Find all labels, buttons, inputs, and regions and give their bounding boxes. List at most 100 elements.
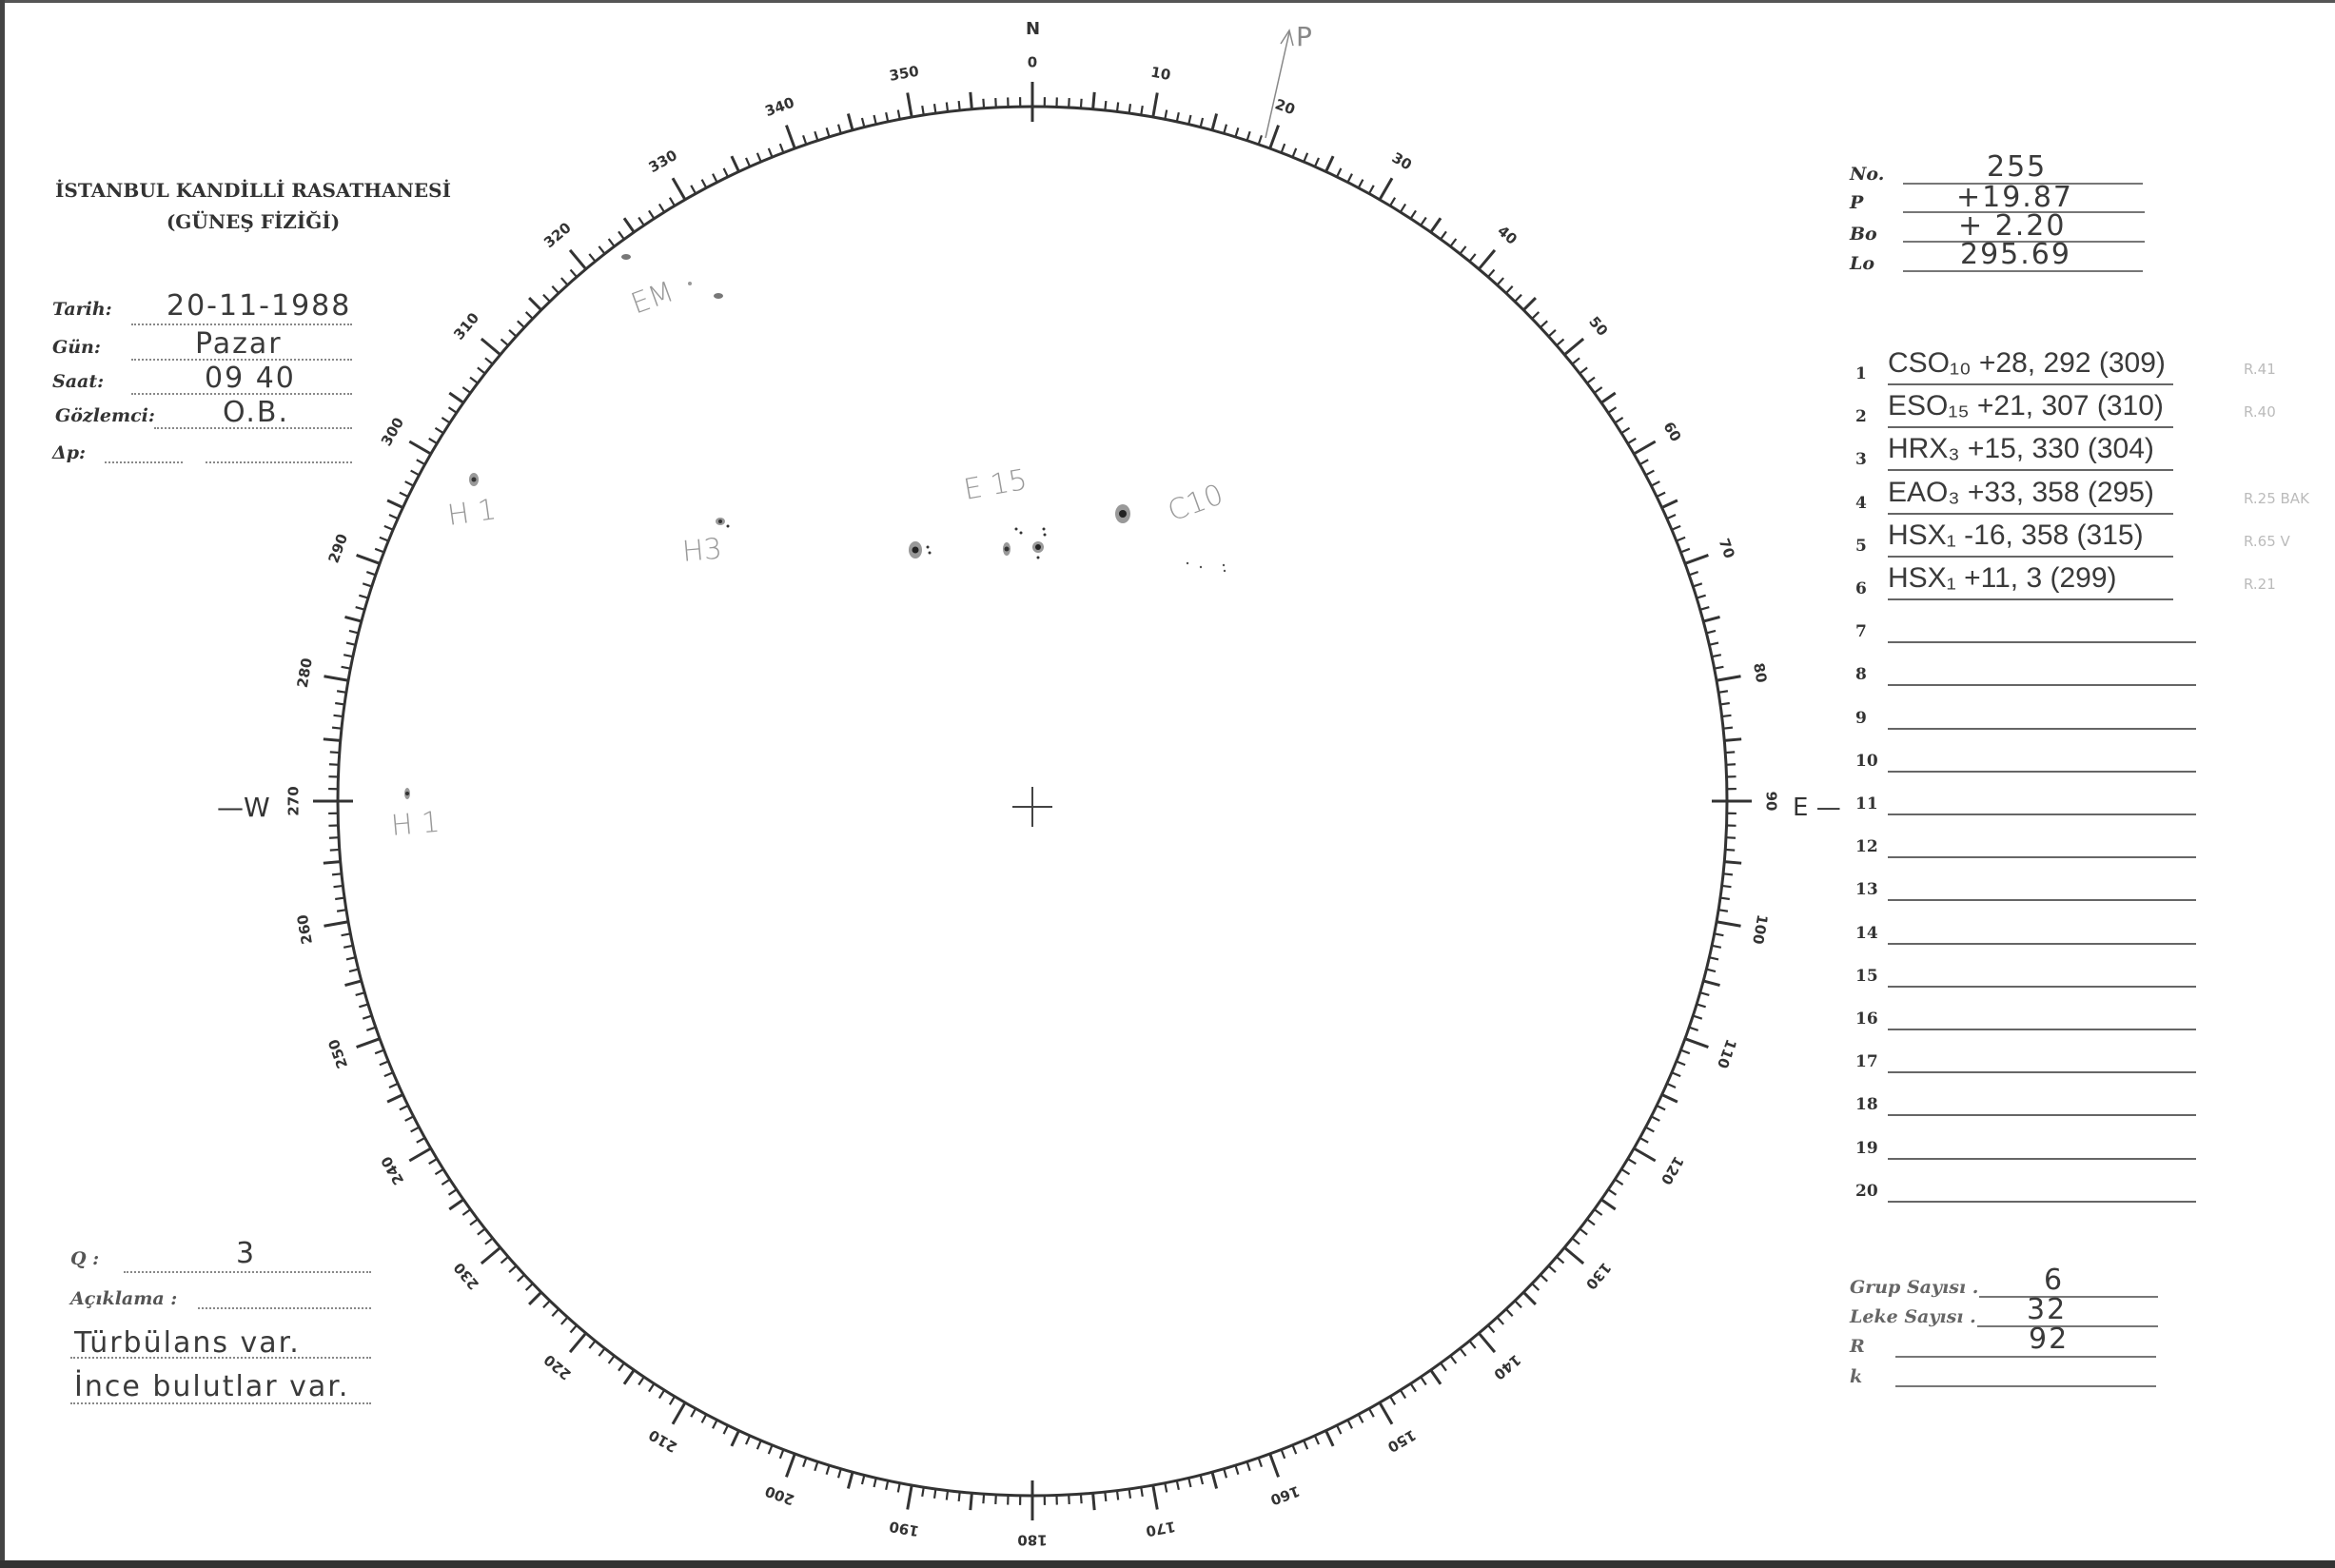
degree-tick [932,1488,937,1499]
degree-label: 140 [1490,1351,1524,1383]
group-row-number: 8 [1855,665,1867,685]
north-label: N [1026,19,1040,39]
group-row-entry: EAO₃ +33, 358 (295) [1888,476,2154,508]
degree-tick [1607,406,1618,414]
degree-tick [1234,1464,1240,1475]
degree-tick [408,440,432,456]
degree-tick [341,665,351,670]
sunspot-h1-west [404,788,410,799]
degree-tick [388,514,399,520]
degree-tick [345,641,356,646]
degree-tick [1514,293,1522,303]
degree-tick [785,1453,796,1478]
degree-tick [638,216,645,226]
sunspot-em [621,254,723,299]
degree-tick [528,297,542,311]
degree-tick [1164,1482,1168,1493]
degree-tick [517,1274,525,1283]
degree-tick [994,97,997,108]
group-row-number: 16 [1855,1009,1878,1029]
degree-label: 210 [646,1426,680,1456]
p-axis-arrow [1265,29,1294,139]
degree-tick [1571,357,1580,365]
remarks-dotted-line [198,1307,371,1309]
degree-tick [957,1491,961,1502]
degree-tick [1429,1369,1442,1385]
degree-tick [542,1300,551,1309]
degree-tick [345,956,356,961]
degree-tick [434,426,444,435]
group-row-note: R.65 V [2244,532,2290,550]
degree-tick [1291,1444,1298,1455]
degree-tick [1199,1475,1205,1485]
degree-tick [356,554,381,565]
time-value: 09 40 [205,362,296,395]
degree-tick [1676,536,1686,542]
degree-tick [355,991,365,997]
degree-tick [1367,1407,1375,1418]
degree-tick [802,134,808,146]
group-row-line [1888,641,2196,644]
degree-tick [469,1218,479,1226]
degree-label: 120 [1658,1153,1687,1187]
degree-label: 90 [1763,792,1780,812]
degree-tick [1420,216,1427,226]
degree-label: 130 [1582,1259,1615,1293]
degree-tick [846,1471,854,1489]
remarks-label: Açıklama : [70,1288,178,1309]
degree-tick [1234,127,1240,138]
date-label: Tarih: [52,299,112,320]
group-row-number: 19 [1855,1138,1878,1158]
group-count-label: Grup Sayısı . [1850,1277,1979,1298]
bo-value: + 2.20 [1958,209,2067,243]
degree-tick [1547,1264,1557,1273]
degree-tick [1449,1355,1458,1364]
group-row-number: 1 [1855,364,1867,383]
degree-tick [1459,1347,1467,1357]
p-axis-label: P [1296,21,1312,52]
degree-tick [331,726,343,730]
degree-tick [1522,297,1537,311]
degree-tick [648,1382,656,1393]
degree-tick [1680,1049,1691,1055]
group-row-number: 13 [1855,880,1878,900]
degree-tick [1696,1003,1706,1009]
group-row-line [1888,985,2196,988]
degree-tick [671,177,687,201]
group-row-line [1888,469,2173,472]
degree-tick [428,437,438,444]
time-label: Saat: [52,371,105,392]
degree-label: 350 [888,63,920,85]
degree-tick [778,1449,785,1460]
group-row-number: 5 [1855,536,1867,556]
degree-label: 300 [378,415,407,449]
degree-tick [1140,105,1144,116]
degree-tick [1563,1246,1585,1265]
annotation-h1-west: H 1 [390,806,441,843]
time-dotted-line [131,393,352,395]
degree-tick [1091,1493,1096,1511]
degree-tick [1721,884,1732,889]
degree-tick [343,654,354,658]
group-row-number: 2 [1855,407,1867,427]
degree-scale [313,82,1752,1520]
group-row-note: R.40 [2244,403,2276,421]
degree-tick [542,293,551,303]
group-row-number: 6 [1855,579,1867,598]
degree-tick [1257,1457,1263,1468]
q-value: 3 [236,1237,257,1270]
degree-tick [722,1424,729,1435]
sunspot-group-e15 [909,527,1047,559]
degree-label: 200 [763,1482,797,1509]
degree-tick [896,109,901,120]
group-row-note: R.21 [2244,576,2276,593]
degree-tick [957,100,961,111]
group-row-line [1888,555,2173,558]
degree-tick [560,277,569,286]
spot-count-line [1977,1325,2158,1327]
degree-tick [1717,690,1729,694]
group-row-number: 4 [1855,493,1867,513]
group-row-line [1888,1114,2196,1117]
degree-tick [767,1444,774,1455]
degree-tick [560,1316,569,1325]
